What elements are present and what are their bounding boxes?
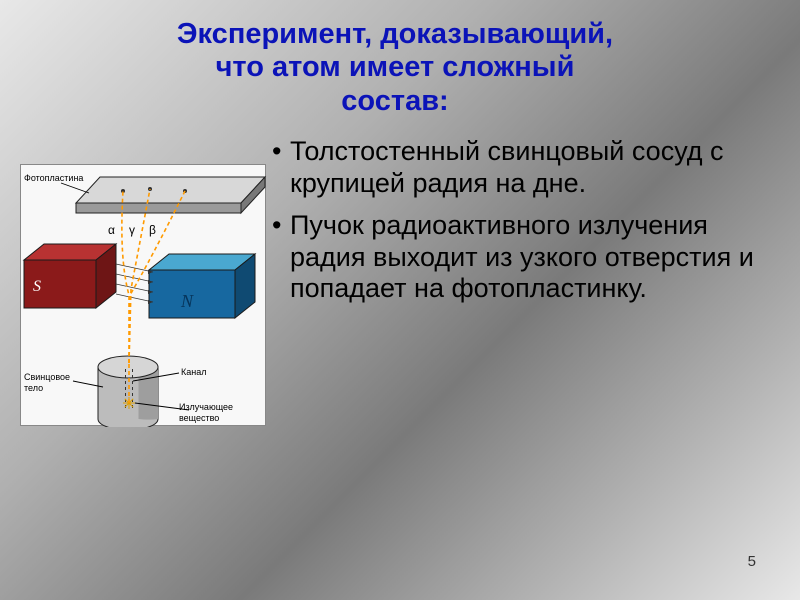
page-number: 5 xyxy=(748,553,756,570)
title-line-1: Эксперимент, доказывающий, xyxy=(177,18,613,50)
diagram-column: Фотопластина αγβ S N Канал Свинцовоетело Излуч… xyxy=(20,134,266,426)
diagram-label: β xyxy=(149,223,156,237)
slide: Эксперимент, доказывающий, что атом имее… xyxy=(0,0,800,600)
bullet-text: Толстостенный свинцовый сосуд с крупицей… xyxy=(290,136,724,198)
diagram-label: Фотопластина xyxy=(24,173,83,183)
diagram-label: N xyxy=(181,291,193,312)
title-line-3: состав: xyxy=(341,85,448,117)
diagram-label: γ xyxy=(129,223,135,237)
slide-title: Эксперимент, доказывающий, что атом имее… xyxy=(20,18,770,118)
diagram-label: Излучающее xyxy=(179,402,233,412)
title-line-2: что атом имеет сложный xyxy=(216,51,575,83)
diagram-label: Свинцовое xyxy=(24,372,70,382)
diagram-label: α xyxy=(108,223,115,237)
diagram-label: тело xyxy=(24,383,43,393)
diagram-label: S xyxy=(33,278,41,296)
bullet-list: Толстостенный свинцовый сосуд с крупицей… xyxy=(270,134,770,315)
experiment-diagram: Фотопластина αγβ S N Канал Свинцовоетело Излуч… xyxy=(20,164,266,426)
diagram-label: Канал xyxy=(181,367,206,377)
bullet-item: Толстостенный свинцовый сосуд с крупицей… xyxy=(270,136,770,200)
bullet-text: Пучок радиоактивного излучения радия вых… xyxy=(290,210,754,304)
bullet-item: Пучок радиоактивного излучения радия вых… xyxy=(270,210,770,306)
content-row: Фотопластина αγβ S N Канал Свинцовоетело Излуч… xyxy=(20,134,770,426)
diagram-label: вещество xyxy=(179,413,219,423)
